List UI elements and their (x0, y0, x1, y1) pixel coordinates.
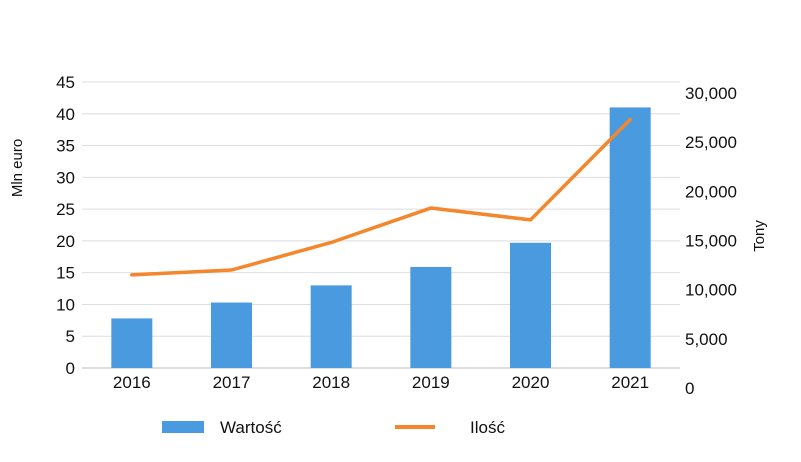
left-tick-label: 10 (56, 295, 75, 314)
x-tick-label: 2021 (611, 373, 649, 392)
x-tick-label: 2016 (113, 373, 151, 392)
legend-label-ilosc: Ilość (470, 418, 505, 437)
bar-series (111, 107, 651, 368)
right-tick-label: 15,000 (685, 232, 737, 251)
x-tick-label: 2020 (512, 373, 550, 392)
bar-2020 (510, 242, 551, 368)
x-axis-ticks: 2016 2017 2018 2019 2020 2021 (113, 373, 649, 392)
legend-swatch-wartosc (162, 421, 204, 433)
line-ilosc (130, 117, 632, 277)
right-axis-title: Tony (751, 220, 768, 252)
right-tick-label: 0 (685, 379, 694, 398)
left-tick-label: 40 (56, 105, 75, 124)
left-axis-ticks: 0 5 10 15 20 25 30 35 40 45 (56, 73, 75, 378)
left-tick-label: 30 (56, 168, 75, 187)
right-axis-ticks: 0 5,000 10,000 15,000 20,000 25,000 30,000 (685, 84, 737, 398)
left-tick-label: 5 (66, 327, 75, 346)
left-tick-label: 15 (56, 264, 75, 283)
x-tick-label: 2018 (312, 373, 350, 392)
left-tick-label: 25 (56, 200, 75, 219)
right-tick-label: 10,000 (685, 281, 737, 300)
bar-2021 (609, 107, 651, 368)
right-tick-label: 30,000 (685, 84, 737, 103)
right-tick-label: 20,000 (685, 182, 737, 201)
legend: Wartość Ilość (162, 418, 505, 437)
right-tick-label: 5,000 (685, 330, 728, 349)
x-tick-label: 2019 (412, 373, 450, 392)
left-axis-title: Mln euro (9, 139, 26, 197)
bar-2017 (211, 302, 252, 368)
left-tick-label: 20 (56, 232, 75, 251)
bar-2016 (111, 318, 153, 368)
left-tick-label: 0 (66, 359, 75, 378)
bar-2018 (310, 285, 352, 368)
x-tick-label: 2017 (213, 373, 251, 392)
right-tick-label: 25,000 (685, 133, 737, 152)
legend-label-wartosc: Wartość (220, 418, 282, 437)
bar-2019 (410, 266, 452, 368)
left-tick-label: 35 (56, 137, 75, 156)
left-tick-label: 45 (56, 73, 75, 92)
line-series (130, 117, 632, 277)
